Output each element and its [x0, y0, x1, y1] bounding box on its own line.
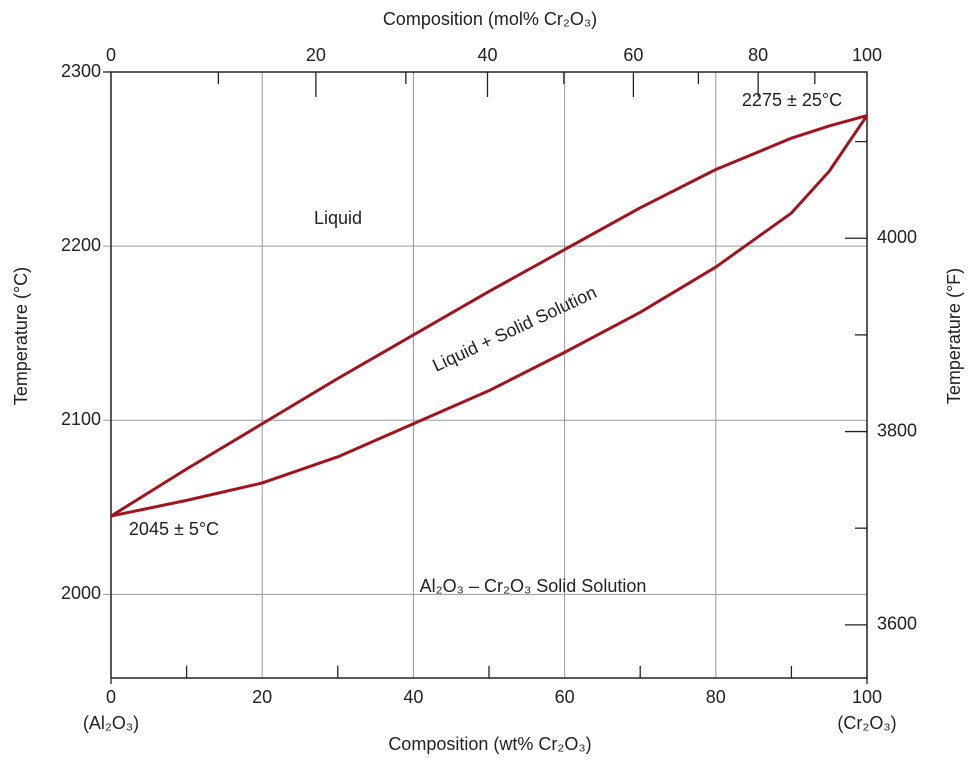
- y-tick-label: 2000: [61, 583, 101, 603]
- y2-axis-title: Temperature (°F): [944, 268, 964, 404]
- x2-tick-label: 60: [623, 45, 643, 65]
- x-tick-label: 40: [403, 687, 423, 707]
- x-end-label: (Cr₂O₃): [837, 713, 896, 733]
- x-tick-label: 0: [106, 687, 116, 707]
- y-axis-title: Temperature (°C): [11, 267, 31, 405]
- annotation: 2045 ± 5°C: [129, 519, 219, 539]
- annotation: Al₂O₃ – Cr₂O₃ Solid Solution: [420, 576, 647, 596]
- x2-tick-label: 20: [306, 45, 326, 65]
- x-tick-label: 60: [555, 687, 575, 707]
- x2-tick-label: 100: [852, 45, 882, 65]
- x2-tick-label: 0: [106, 45, 116, 65]
- x-axis-title: Composition (wt% Cr₂O₃): [388, 734, 591, 754]
- x-tick-label: 80: [706, 687, 726, 707]
- phase-boundary: [110, 114, 869, 518]
- x2-axis-title: Composition (mol% Cr₂O₃): [383, 9, 597, 29]
- annotation: Liquid + Solid Solution: [429, 282, 599, 376]
- plot-frame: [110, 71, 868, 679]
- y2-tick-label: 3800: [877, 420, 917, 440]
- annotation: 2275 ± 25°C: [742, 90, 842, 110]
- x2-tick-label: 40: [477, 45, 497, 65]
- x2-tick-label: 80: [748, 45, 768, 65]
- phase-boundary: [110, 114, 868, 518]
- x-tick-label: 100: [852, 687, 882, 707]
- y-tick-label: 2300: [61, 61, 101, 81]
- y2-tick-label: 3600: [877, 614, 917, 634]
- annotation: Liquid: [314, 208, 362, 228]
- y-tick-label: 2200: [61, 235, 101, 255]
- y-tick-label: 2100: [61, 409, 101, 429]
- x-tick-label: 20: [252, 687, 272, 707]
- y2-tick-label: 4000: [877, 227, 917, 247]
- x-end-label: (Al₂O₃): [83, 713, 139, 733]
